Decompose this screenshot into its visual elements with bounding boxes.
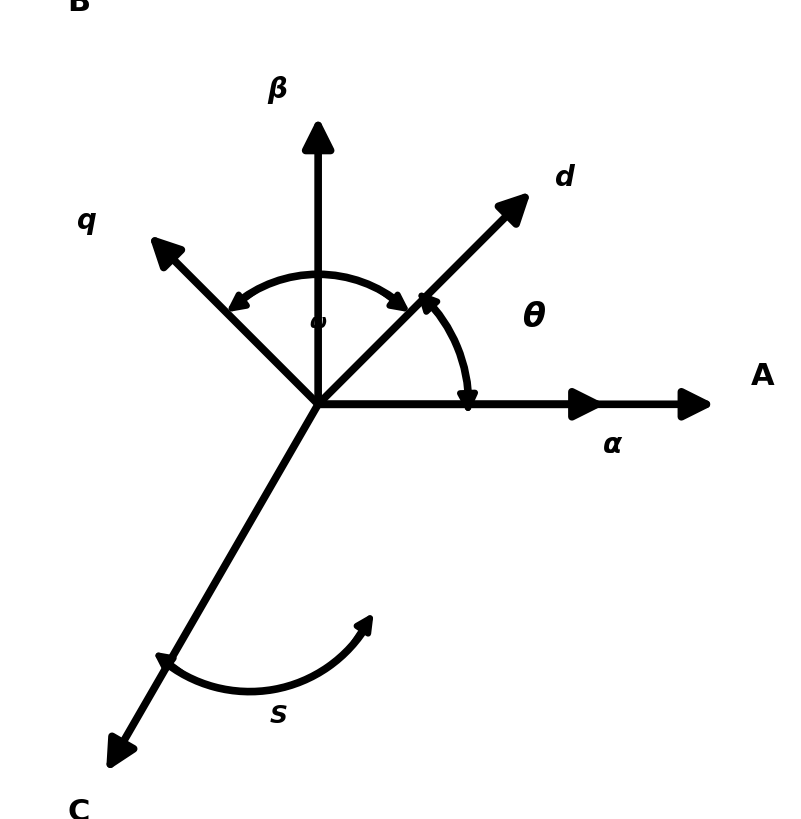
Text: B: B — [67, 0, 91, 17]
Text: α: α — [602, 432, 622, 459]
Text: β: β — [268, 75, 287, 103]
Text: ω: ω — [310, 313, 327, 332]
Text: A: A — [751, 363, 775, 391]
Text: S: S — [269, 704, 288, 728]
Text: d: d — [555, 164, 575, 192]
Text: q: q — [78, 207, 97, 235]
Text: C: C — [67, 799, 90, 819]
Text: θ: θ — [522, 301, 545, 333]
